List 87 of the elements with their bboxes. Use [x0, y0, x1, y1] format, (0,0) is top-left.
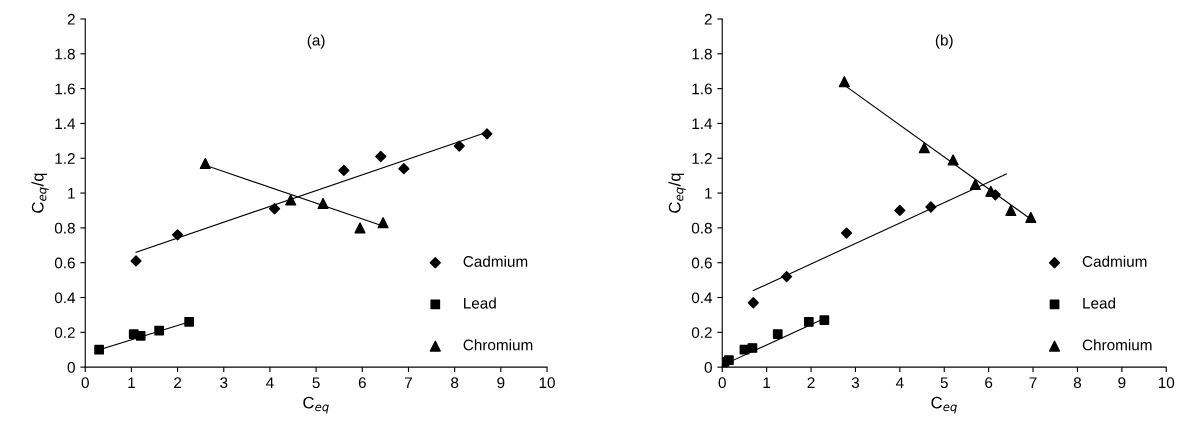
- point: [199, 157, 211, 170]
- point: [772, 329, 783, 339]
- x-axis-title: C$_{eq}$: [931, 396, 957, 414]
- x-tick-label: 8: [451, 377, 459, 389]
- x-tick-label: 3: [851, 377, 860, 389]
- x-tick-label: 7: [1029, 377, 1037, 388]
- text: (b): [935, 34, 953, 49]
- point: [1005, 204, 1017, 217]
- point: [1025, 211, 1037, 223]
- point: [377, 217, 389, 229]
- point: [338, 164, 350, 177]
- point: [184, 317, 195, 327]
- x-tick-label: 4: [895, 377, 904, 388]
- point: [838, 76, 850, 88]
- point: [747, 343, 758, 353]
- point: [969, 178, 981, 190]
- point: [94, 344, 104, 355]
- x-tick-label: 9: [497, 377, 505, 389]
- x-tick-label: 3: [220, 377, 228, 389]
- y-tick-label: 1.8: [692, 48, 712, 60]
- y-tick-label: 0.6: [691, 257, 712, 269]
- x-tick-label: 8: [1073, 377, 1082, 389]
- point: [803, 317, 814, 327]
- point: [819, 315, 830, 326]
- point: [781, 271, 793, 283]
- y-tick-label: 1.2: [692, 153, 712, 164]
- x-tick-label: 1: [763, 377, 771, 388]
- y-tick-label: 1.8: [55, 48, 75, 60]
- point: [317, 197, 329, 210]
- x-tick-label: 4: [266, 377, 274, 388]
- y-axis-title: C$_{eq}$/q: [668, 173, 686, 213]
- point: [481, 128, 493, 140]
- x-tick-label: 10: [1158, 377, 1175, 389]
- text: (a): [307, 34, 325, 49]
- legend-label: Chromium: [463, 339, 533, 351]
- y-tick-label: 2: [704, 13, 712, 25]
- y-tick-label: 0.8: [691, 222, 712, 234]
- point: [285, 194, 297, 206]
- point: [747, 297, 759, 309]
- legend-label: Chromium: [1082, 339, 1152, 351]
- y-tick-label: 1.4: [55, 118, 76, 129]
- y-tick-label: 0.4: [691, 292, 713, 304]
- x-tick-label: 5: [312, 377, 320, 389]
- y-tick-label: 0: [67, 362, 75, 373]
- y-tick-label: 1.6: [692, 83, 712, 95]
- point: [354, 222, 366, 234]
- x-tick-label: 6: [358, 377, 366, 389]
- x-tick-label: 10: [539, 377, 555, 389]
- point: [375, 150, 387, 163]
- y-tick-label: 1.2: [55, 153, 75, 164]
- point: [894, 204, 906, 217]
- legend-label: Cadmium: [463, 255, 528, 267]
- y-tick-label: 0.4: [54, 292, 76, 304]
- point: [453, 140, 465, 152]
- point: [154, 325, 164, 336]
- point: [918, 142, 930, 154]
- y-tick-label: 1: [68, 188, 75, 199]
- y-tick-label: 1.6: [55, 83, 75, 95]
- x-tick-label: 7: [405, 377, 412, 388]
- y-tick-label: 0.2: [54, 327, 75, 339]
- point: [724, 355, 734, 366]
- x-axis-title: C$_{eq}$: [303, 396, 329, 414]
- y-tick-label: 2: [67, 13, 75, 25]
- y-tick-label: 1.4: [692, 118, 713, 129]
- point: [268, 203, 281, 215]
- x-tick-label: 2: [174, 377, 182, 388]
- point: [840, 227, 853, 239]
- legend-label: Lead: [1083, 297, 1116, 309]
- x-tick-label: 6: [985, 377, 993, 389]
- x-tick-label: 9: [1118, 377, 1126, 389]
- point: [398, 163, 410, 175]
- y-tick-label: 0.8: [54, 222, 75, 234]
- point: [171, 229, 184, 241]
- x-tick-label: 0: [718, 377, 726, 389]
- point: [135, 330, 146, 341]
- point: [947, 154, 959, 166]
- x-tick-label: 0: [81, 377, 89, 389]
- y-axis-title: C$_{eq}$/q: [31, 173, 49, 213]
- y-tick-label: 1: [705, 188, 712, 199]
- x-tick-label: 1: [128, 377, 135, 388]
- x-tick-label: 5: [940, 377, 948, 389]
- y-tick-label: 0.2: [691, 327, 712, 339]
- legend-label: Lead: [464, 297, 496, 309]
- x-tick-label: 2: [807, 377, 815, 388]
- y-tick-label: 0.6: [54, 257, 75, 269]
- y-tick-label: 0: [704, 362, 712, 373]
- legend-label: Cadmium: [1082, 255, 1147, 267]
